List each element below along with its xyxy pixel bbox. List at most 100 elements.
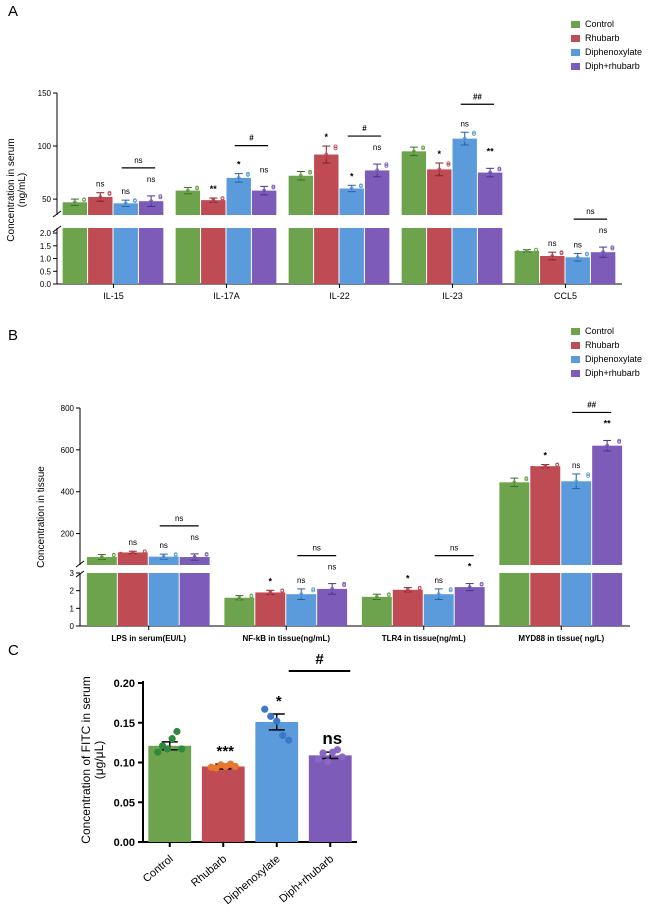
- data-point: [142, 549, 147, 554]
- data-point: [488, 170, 493, 175]
- comparison-label: #: [315, 651, 324, 668]
- data-point: [393, 589, 398, 594]
- bar-lower-segment: [288, 228, 314, 284]
- data-point: [72, 200, 77, 205]
- data-point: [204, 552, 209, 556]
- bar-lower-segment: [499, 573, 530, 626]
- data-point: [154, 748, 162, 756]
- data-point: [161, 554, 166, 559]
- data-point: [586, 472, 591, 477]
- axis-break-mark: [75, 560, 85, 568]
- data-point: [500, 484, 505, 489]
- y-tick-label: 100: [38, 142, 52, 151]
- data-point: [261, 705, 269, 713]
- significance-label: ns: [599, 226, 607, 235]
- bar-diphrhubarb: [138, 201, 164, 215]
- significance-label: ns: [96, 180, 104, 189]
- significance-label: *: [276, 693, 282, 710]
- bar-control: [148, 745, 192, 842]
- data-point: [173, 727, 181, 736]
- data-point: [562, 488, 567, 492]
- data-point: [318, 593, 323, 598]
- data-point: [315, 160, 319, 165]
- data-point: [168, 735, 176, 743]
- data-point: [324, 152, 329, 157]
- significance-label: ns: [129, 538, 137, 547]
- bar-rhubarb: [530, 466, 561, 565]
- data-point: [366, 176, 370, 180]
- data-point: [555, 462, 560, 467]
- bar-lower-segment: [530, 573, 561, 626]
- x-tick-label: IL-15: [103, 291, 124, 301]
- x-tick-label: IL-17A: [213, 291, 240, 301]
- data-point: [246, 171, 250, 176]
- bar-diphenoxylate: [561, 481, 592, 565]
- data-point: [149, 200, 154, 205]
- x-tick-label: CCL5: [554, 291, 577, 301]
- bar-lower-segment: [401, 228, 427, 284]
- comparison-label: #: [249, 134, 254, 143]
- data-point: [575, 255, 580, 260]
- bar-lower-segment: [452, 228, 477, 284]
- bar-control: [514, 250, 540, 284]
- data-point: [610, 246, 615, 251]
- significance-label: *: [406, 574, 410, 584]
- bar-rhubarb: [201, 766, 245, 842]
- y-tick-label: 50: [42, 195, 51, 204]
- bar-rhubarb: [255, 592, 286, 626]
- data-point: [324, 154, 329, 159]
- legend-swatch: [571, 49, 580, 56]
- data-point: [220, 196, 225, 201]
- legend-label: Rhubarb: [585, 33, 620, 43]
- significance-label: *: [237, 160, 241, 170]
- data-point: [428, 175, 432, 179]
- data-point: [362, 597, 367, 602]
- bar-lower-segment: [201, 228, 226, 284]
- data-point: [287, 598, 292, 603]
- axis-break-mark: [75, 570, 85, 578]
- data-point: [180, 558, 185, 562]
- bar-diphenoxylate: [148, 556, 179, 565]
- legend-swatch: [571, 63, 580, 70]
- data-point: [333, 746, 342, 754]
- x-tick-label: Diphenoxylate: [222, 853, 283, 907]
- significance-label: *: [269, 576, 273, 586]
- data-point: [384, 162, 389, 167]
- bar-lower-segment: [62, 228, 88, 284]
- y-tick-label: 1.0: [40, 255, 52, 264]
- x-tick-label: Diph+rhubarb: [277, 853, 336, 905]
- data-point: [173, 552, 178, 557]
- data-point: [178, 745, 186, 753]
- data-point: [211, 198, 216, 203]
- x-tick-label: Control: [141, 853, 176, 885]
- significance-label: *: [438, 149, 442, 159]
- data-point: [386, 592, 391, 597]
- significance-label: ns: [434, 576, 442, 585]
- y-tick-label: 200: [61, 530, 75, 539]
- data-point: [262, 188, 267, 193]
- data-point: [559, 250, 564, 255]
- data-point: [479, 174, 483, 179]
- bar-lower-segment: [175, 228, 201, 284]
- y-tick-label: 0: [70, 622, 75, 631]
- data-point: [256, 592, 261, 597]
- data-point: [111, 552, 116, 557]
- significance-label: **: [210, 184, 218, 194]
- data-point: [592, 255, 596, 259]
- data-point: [366, 174, 370, 179]
- bar-diphenoxylate: [113, 203, 138, 215]
- bar-diphrhubarb: [308, 755, 352, 842]
- data-point: [605, 445, 610, 449]
- data-point: [114, 204, 119, 209]
- data-point: [617, 440, 622, 444]
- data-point: [330, 587, 335, 591]
- data-point: [176, 191, 181, 196]
- data-point: [130, 550, 135, 555]
- significance-label: *: [350, 171, 354, 181]
- data-point: [319, 749, 327, 757]
- data-point: [585, 251, 589, 256]
- data-point: [163, 745, 171, 753]
- y-tick-label: 0.15: [114, 718, 135, 730]
- bar-lower-segment: [339, 228, 364, 284]
